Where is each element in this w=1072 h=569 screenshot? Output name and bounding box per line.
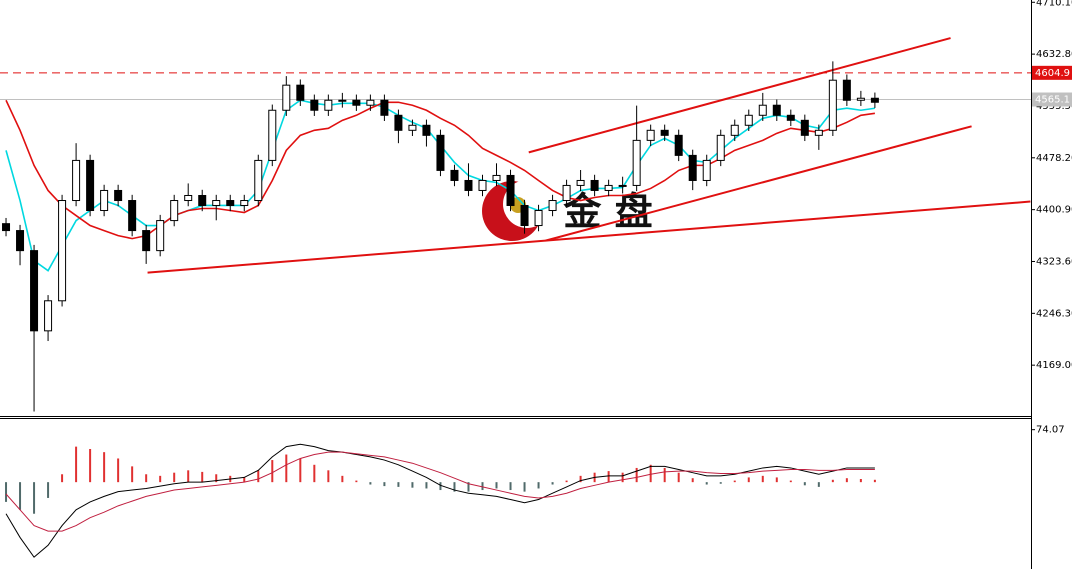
candle-body [814,129,823,136]
candle-body [716,134,725,161]
candle-body [786,114,795,121]
candle-body [380,99,389,116]
candle-body [282,84,291,111]
y-tick-label: 4710.10 [1036,0,1072,8]
candle-body [492,174,501,181]
candle-body [100,189,109,212]
macd-line [5,443,875,558]
price-label-box [1032,65,1072,80]
candle-body [660,129,669,136]
candle-body [170,200,179,222]
candle-body [128,200,137,232]
moving-average [5,99,875,240]
candle-body [464,179,473,191]
candle-body [646,129,655,141]
y-tick-label: 4632.80 [1036,49,1072,60]
macd-line [5,451,875,532]
candle-body [86,159,95,212]
candle-body [800,119,809,136]
candle-body [730,124,739,136]
y-tick-label: 4400.90 [1036,205,1072,216]
trendline [545,125,972,242]
candle-body [576,179,585,186]
candle-body [338,99,347,102]
candle-body [436,134,445,171]
y-tick-label: 74.07 [1036,425,1065,436]
y-tick-label: 4478.20 [1036,153,1072,164]
price-label: 4604.9 [1035,68,1070,79]
candle-body [478,179,487,191]
candle-body [408,124,417,131]
candle-body [324,99,333,111]
candle-body [30,250,39,332]
candle-body [870,97,879,103]
price-label: 4565.1 [1035,95,1070,106]
trendline [528,37,951,154]
candle-body [506,174,515,206]
candle-body [618,184,627,187]
candle-body [674,134,683,156]
y-tick-label: 4169.00 [1036,360,1072,371]
candle-body [296,84,305,101]
candle-body [548,200,557,212]
candle-body [590,179,599,191]
candle-body [702,159,711,181]
candle-body [114,189,123,202]
candle-body [240,200,249,206]
candle-body [562,184,571,202]
price-label-box [1032,92,1072,107]
candle-body [352,99,361,106]
candle-body [58,200,67,302]
candle-body [394,114,403,131]
candle-body [632,139,641,186]
candle-body [72,159,81,202]
candle-body [254,159,263,202]
candle-body [184,194,193,202]
candle-body [842,79,851,101]
candle-body [450,169,459,181]
candle-body [268,109,277,161]
candle-body [604,184,613,191]
candle-body [2,223,11,232]
candle-body [688,154,697,181]
y-tick-label: 4323.60 [1036,256,1072,267]
candle-body [422,124,431,136]
y-tick-label: 4246.30 [1036,308,1072,319]
candle-body [534,210,543,227]
candle-body [828,79,837,131]
candle-body [16,230,25,252]
candle-body [520,204,529,227]
candle-body [310,99,319,111]
candle-body [772,104,781,116]
candle-body [44,300,53,332]
candle-body [856,97,865,101]
candle-body [226,200,235,206]
trendline [147,200,1031,274]
watermark: 金 盘 [562,190,652,234]
candle-body [142,230,151,252]
candle-body [156,220,165,252]
candle-body [744,114,753,126]
candle-body [198,194,207,206]
candle-body [212,200,221,206]
candle-body [758,104,767,116]
candle-body [366,99,375,106]
